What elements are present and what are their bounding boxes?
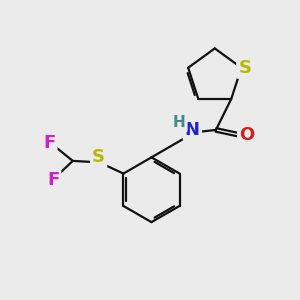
Text: N: N xyxy=(185,121,200,139)
Text: F: F xyxy=(43,134,55,152)
Text: O: O xyxy=(239,126,254,144)
Text: F: F xyxy=(47,171,59,189)
Text: S: S xyxy=(238,59,251,77)
Text: H: H xyxy=(173,116,186,130)
Text: S: S xyxy=(92,148,105,166)
